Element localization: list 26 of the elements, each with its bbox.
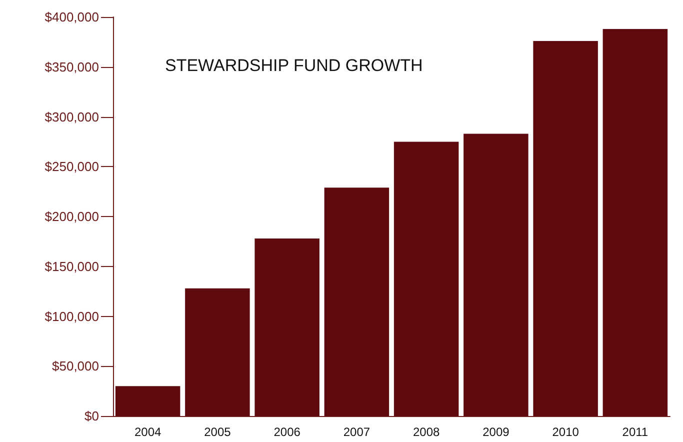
bar bbox=[394, 142, 459, 416]
x-tick-label: 2007 bbox=[343, 425, 370, 439]
y-tick-label: $300,000 bbox=[44, 109, 99, 124]
bar bbox=[464, 134, 528, 416]
x-tick-label: 2008 bbox=[412, 425, 440, 439]
x-tick-label: 2011 bbox=[622, 425, 648, 439]
text: STEWARDSHIP FUND GROWTH bbox=[165, 56, 423, 75]
y-tick-label: $0 bbox=[84, 408, 99, 424]
bar bbox=[533, 40, 598, 416]
y-tick-label: $50,000 bbox=[52, 358, 99, 374]
y-tick-label: $200,000 bbox=[44, 209, 99, 224]
bar bbox=[602, 28, 668, 416]
y-tick-label: $400,000 bbox=[44, 10, 99, 24]
y-tick-label: $250,000 bbox=[44, 159, 99, 174]
x-tick-label: 2005 bbox=[204, 425, 232, 439]
y-tick-label: $150,000 bbox=[44, 258, 99, 274]
x-tick-label: 2009 bbox=[482, 425, 510, 439]
x-tick-label: 2006 bbox=[274, 425, 301, 439]
bar bbox=[115, 386, 180, 416]
y-tick-label: $100,000 bbox=[44, 308, 99, 324]
y-tick-label: $350,000 bbox=[44, 59, 99, 74]
bar bbox=[254, 238, 320, 416]
bar bbox=[324, 188, 390, 416]
x-tick-label: 2004 bbox=[134, 425, 162, 439]
x-tick-label: 2010 bbox=[552, 425, 580, 439]
bar bbox=[185, 288, 250, 416]
